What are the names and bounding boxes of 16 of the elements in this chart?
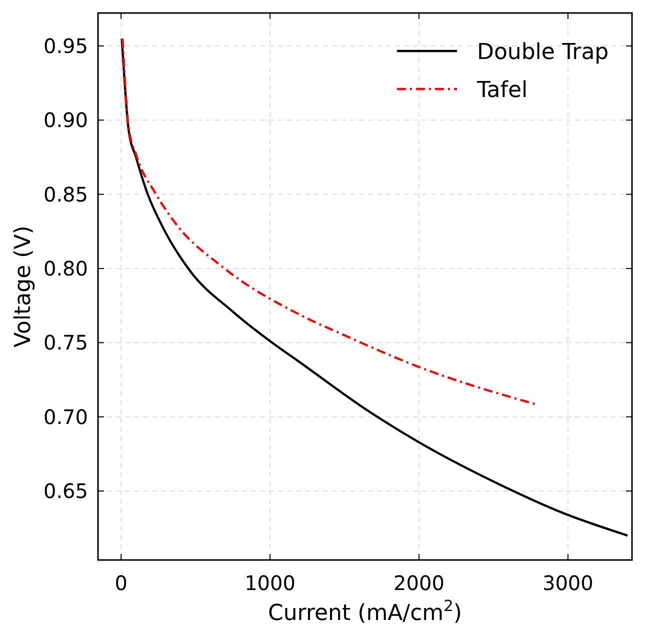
- x-tick-label: 3000: [542, 571, 594, 595]
- x-tick-label: 2000: [394, 571, 444, 595]
- legend-label: Tafel: [476, 78, 528, 103]
- y-tick-label: 0.70: [43, 404, 88, 429]
- legend-label: Double Trap: [477, 40, 609, 65]
- y-tick-label: 0.95: [43, 34, 88, 58]
- y-tick-label: 0.65: [43, 479, 88, 504]
- line-series: [120, 37, 629, 537]
- x-tick-label: 0: [114, 571, 128, 595]
- x-axis-title: Current (mA/cm$^{2}$): [268, 597, 462, 625]
- y-axis-title: Voltage (V): [11, 226, 36, 348]
- y-tick-label: 0.85: [43, 182, 88, 206]
- y-tick-label: 0.90: [43, 108, 88, 132]
- x-tick-label: 1000: [244, 571, 296, 595]
- y-tick-label: 0.80: [43, 256, 88, 280]
- y-tick-label: 0.75: [43, 330, 88, 355]
